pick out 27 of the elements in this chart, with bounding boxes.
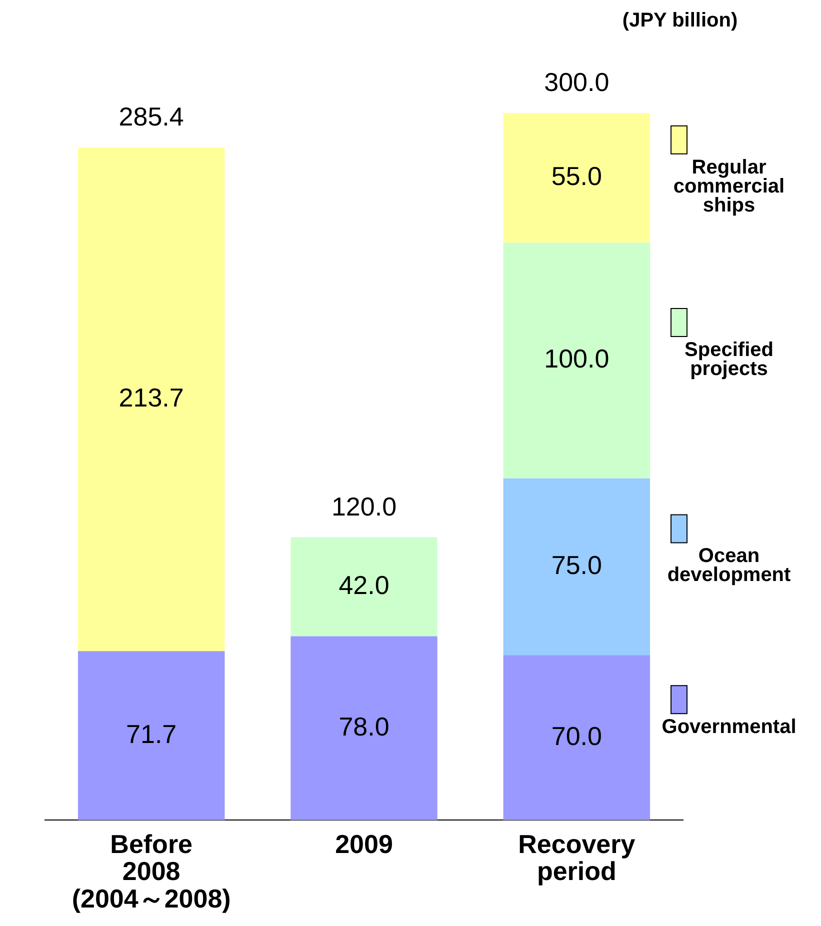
data-label: 78.0: [338, 711, 390, 742]
bar: [78, 147, 225, 652]
data-label: 70.0: [551, 720, 602, 751]
text: (JPY billion): [622, 10, 738, 32]
x-tick-label: Before 2008 (2004～2008): [72, 828, 231, 914]
data-label: 42.0: [338, 570, 390, 600]
data-label: 75.0: [551, 550, 602, 580]
data-label: 100.0: [544, 344, 610, 374]
total-label: 300.0: [544, 67, 610, 98]
bar: [503, 478, 650, 656]
bar: [290, 537, 438, 636]
bar: [503, 113, 650, 243]
x-tick-label: Recovery period: [518, 828, 636, 886]
bar: [78, 651, 225, 820]
data-label: 71.7: [126, 718, 177, 749]
total-label: 120.0: [331, 491, 397, 522]
data-label: 55.0: [551, 161, 602, 192]
legend-label: Specified projects: [684, 339, 774, 380]
bar: [290, 636, 438, 820]
bar: [503, 242, 650, 478]
total-label: 285.4: [118, 101, 184, 132]
bar: [503, 655, 650, 820]
data-label: 213.7: [118, 382, 184, 412]
legend-label: Governmental: [662, 716, 796, 738]
legend-label: Ocean development: [667, 545, 792, 586]
x-tick-label: 2009: [335, 828, 393, 859]
legend-label: Regular commercial ships: [673, 156, 785, 216]
